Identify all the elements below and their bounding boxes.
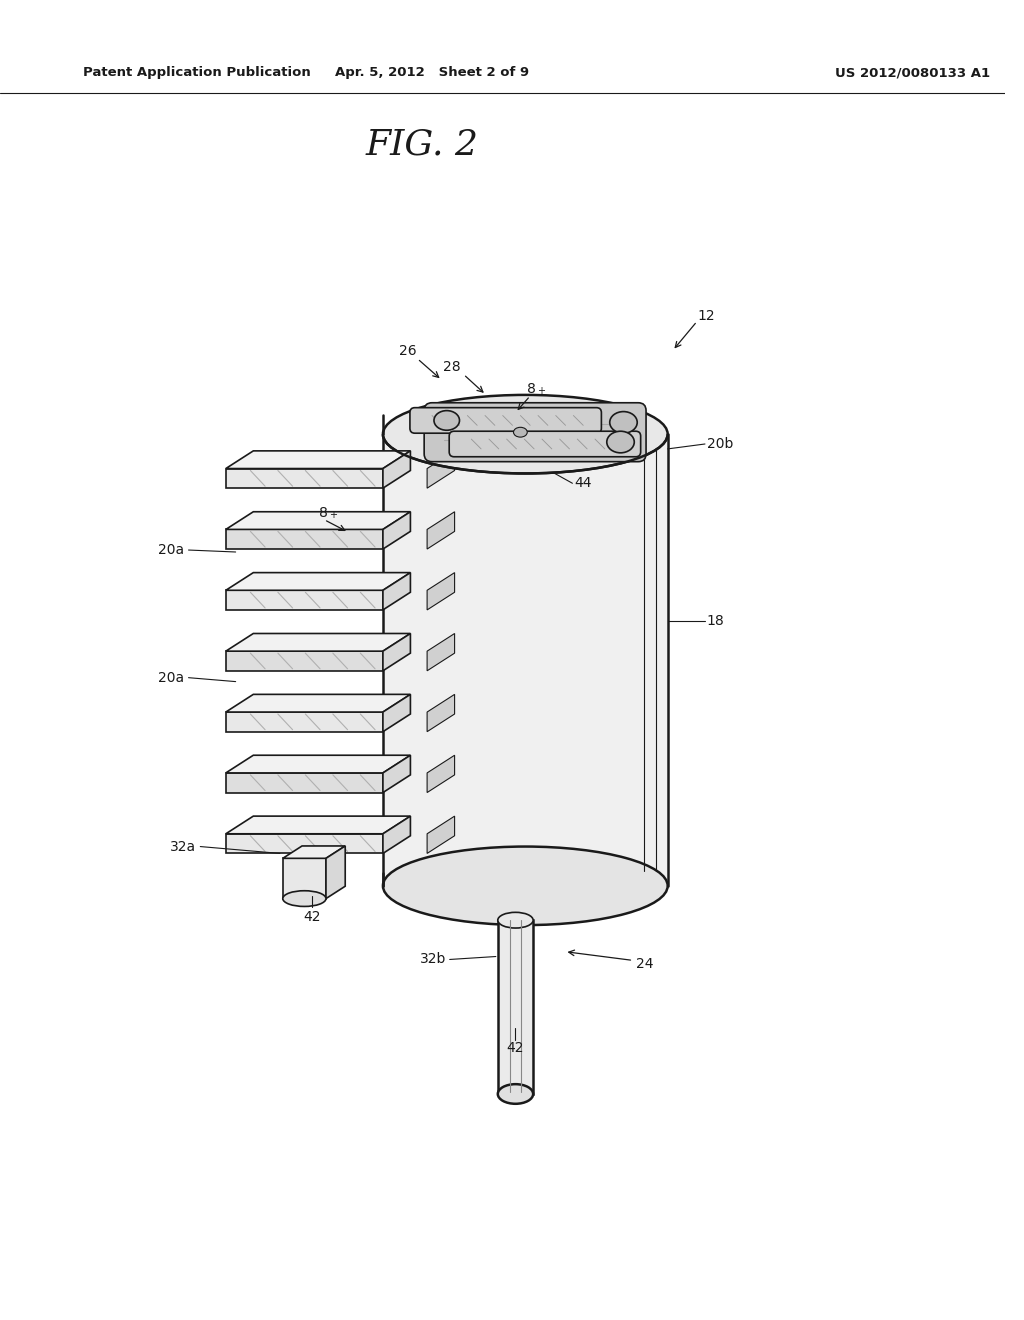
Text: 18: 18 (707, 614, 725, 628)
Polygon shape (226, 711, 383, 731)
Polygon shape (283, 846, 345, 858)
Text: 44: 44 (574, 477, 592, 490)
Polygon shape (226, 774, 383, 792)
Polygon shape (283, 858, 326, 899)
Polygon shape (383, 451, 411, 488)
Ellipse shape (498, 1084, 534, 1104)
Text: +: + (329, 510, 337, 520)
FancyBboxPatch shape (424, 403, 646, 462)
Polygon shape (226, 469, 383, 488)
Text: 12: 12 (697, 309, 715, 323)
Text: 26: 26 (398, 343, 417, 358)
Polygon shape (226, 590, 383, 610)
Text: 28: 28 (442, 360, 461, 375)
Polygon shape (383, 512, 411, 549)
Polygon shape (226, 834, 383, 854)
Text: 8: 8 (319, 506, 328, 520)
Text: 24: 24 (636, 957, 653, 972)
Polygon shape (226, 634, 411, 651)
Text: 42: 42 (507, 1041, 524, 1055)
Polygon shape (427, 634, 455, 671)
Polygon shape (427, 816, 455, 854)
Text: FIG. 2: FIG. 2 (366, 128, 478, 161)
Text: 42: 42 (303, 911, 321, 924)
Polygon shape (427, 573, 455, 610)
Text: Patent Application Publication: Patent Application Publication (84, 66, 311, 79)
Polygon shape (383, 573, 411, 610)
Text: 20a: 20a (159, 543, 184, 557)
Polygon shape (226, 651, 383, 671)
Polygon shape (326, 846, 345, 899)
Polygon shape (383, 816, 411, 854)
Text: 20b: 20b (707, 437, 733, 451)
Polygon shape (383, 755, 411, 792)
Polygon shape (226, 529, 383, 549)
Polygon shape (226, 451, 411, 469)
Polygon shape (427, 755, 455, 792)
Polygon shape (383, 634, 411, 671)
Ellipse shape (609, 412, 637, 433)
FancyBboxPatch shape (450, 432, 641, 457)
Text: +: + (537, 385, 545, 396)
Polygon shape (383, 434, 668, 886)
Polygon shape (226, 755, 411, 774)
Ellipse shape (498, 912, 534, 928)
Text: 32b: 32b (421, 953, 446, 966)
Text: Apr. 5, 2012   Sheet 2 of 9: Apr. 5, 2012 Sheet 2 of 9 (335, 66, 529, 79)
Ellipse shape (283, 891, 326, 907)
Text: 8: 8 (527, 381, 537, 396)
Text: 20a: 20a (159, 671, 184, 685)
Polygon shape (226, 573, 411, 590)
Polygon shape (427, 694, 455, 731)
FancyBboxPatch shape (410, 408, 601, 433)
Ellipse shape (434, 411, 460, 430)
Polygon shape (427, 512, 455, 549)
Polygon shape (226, 512, 411, 529)
Ellipse shape (513, 428, 527, 437)
Text: 32a: 32a (170, 840, 197, 854)
Polygon shape (383, 694, 411, 731)
Polygon shape (226, 816, 411, 834)
Polygon shape (226, 694, 411, 711)
Text: US 2012/0080133 A1: US 2012/0080133 A1 (835, 66, 990, 79)
Ellipse shape (383, 395, 668, 474)
Ellipse shape (607, 432, 634, 453)
Polygon shape (427, 451, 455, 488)
Polygon shape (498, 920, 534, 1094)
Ellipse shape (383, 846, 668, 925)
